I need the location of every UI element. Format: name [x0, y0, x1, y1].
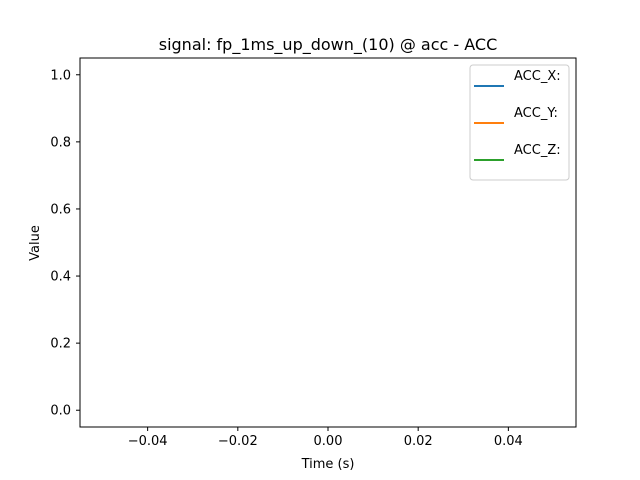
y-tick-label: 0.4 [50, 270, 71, 285]
x-tick-label: 0.00 [314, 434, 343, 449]
x-tick-label: 0.02 [404, 434, 433, 449]
x-tick-label: −0.04 [128, 434, 168, 449]
legend-label-2: ACC_Y: [514, 106, 558, 121]
y-tick-label: 0.6 [50, 202, 71, 217]
x-tick-label: −0.02 [218, 434, 258, 449]
y-tick-label: 0.8 [50, 135, 71, 150]
legend-label-3: ACC_Z: [514, 143, 561, 158]
x-tick-label: 0.04 [494, 434, 523, 449]
legend-box [469, 64, 570, 181]
y-axis-label: Value [28, 225, 43, 261]
y-tick-label: 0.2 [50, 337, 71, 352]
legend-label-1: ACC_X: [514, 69, 561, 84]
y-tick-label: 1.0 [50, 68, 71, 83]
chart-title: signal: fp_1ms_up_down_(10) @ acc - ACC [159, 35, 498, 55]
y-axis-ticks: 0.0 0.2 0.4 0.6 0.8 1.0 [50, 68, 80, 419]
x-axis-label: Time (s) [301, 457, 355, 472]
legend: ACC_X: ACC_Y: ACC_Z: [469, 64, 570, 181]
y-tick-label: 0.0 [50, 404, 71, 419]
x-axis-ticks: −0.04 −0.02 0.00 0.02 0.04 [128, 427, 523, 449]
